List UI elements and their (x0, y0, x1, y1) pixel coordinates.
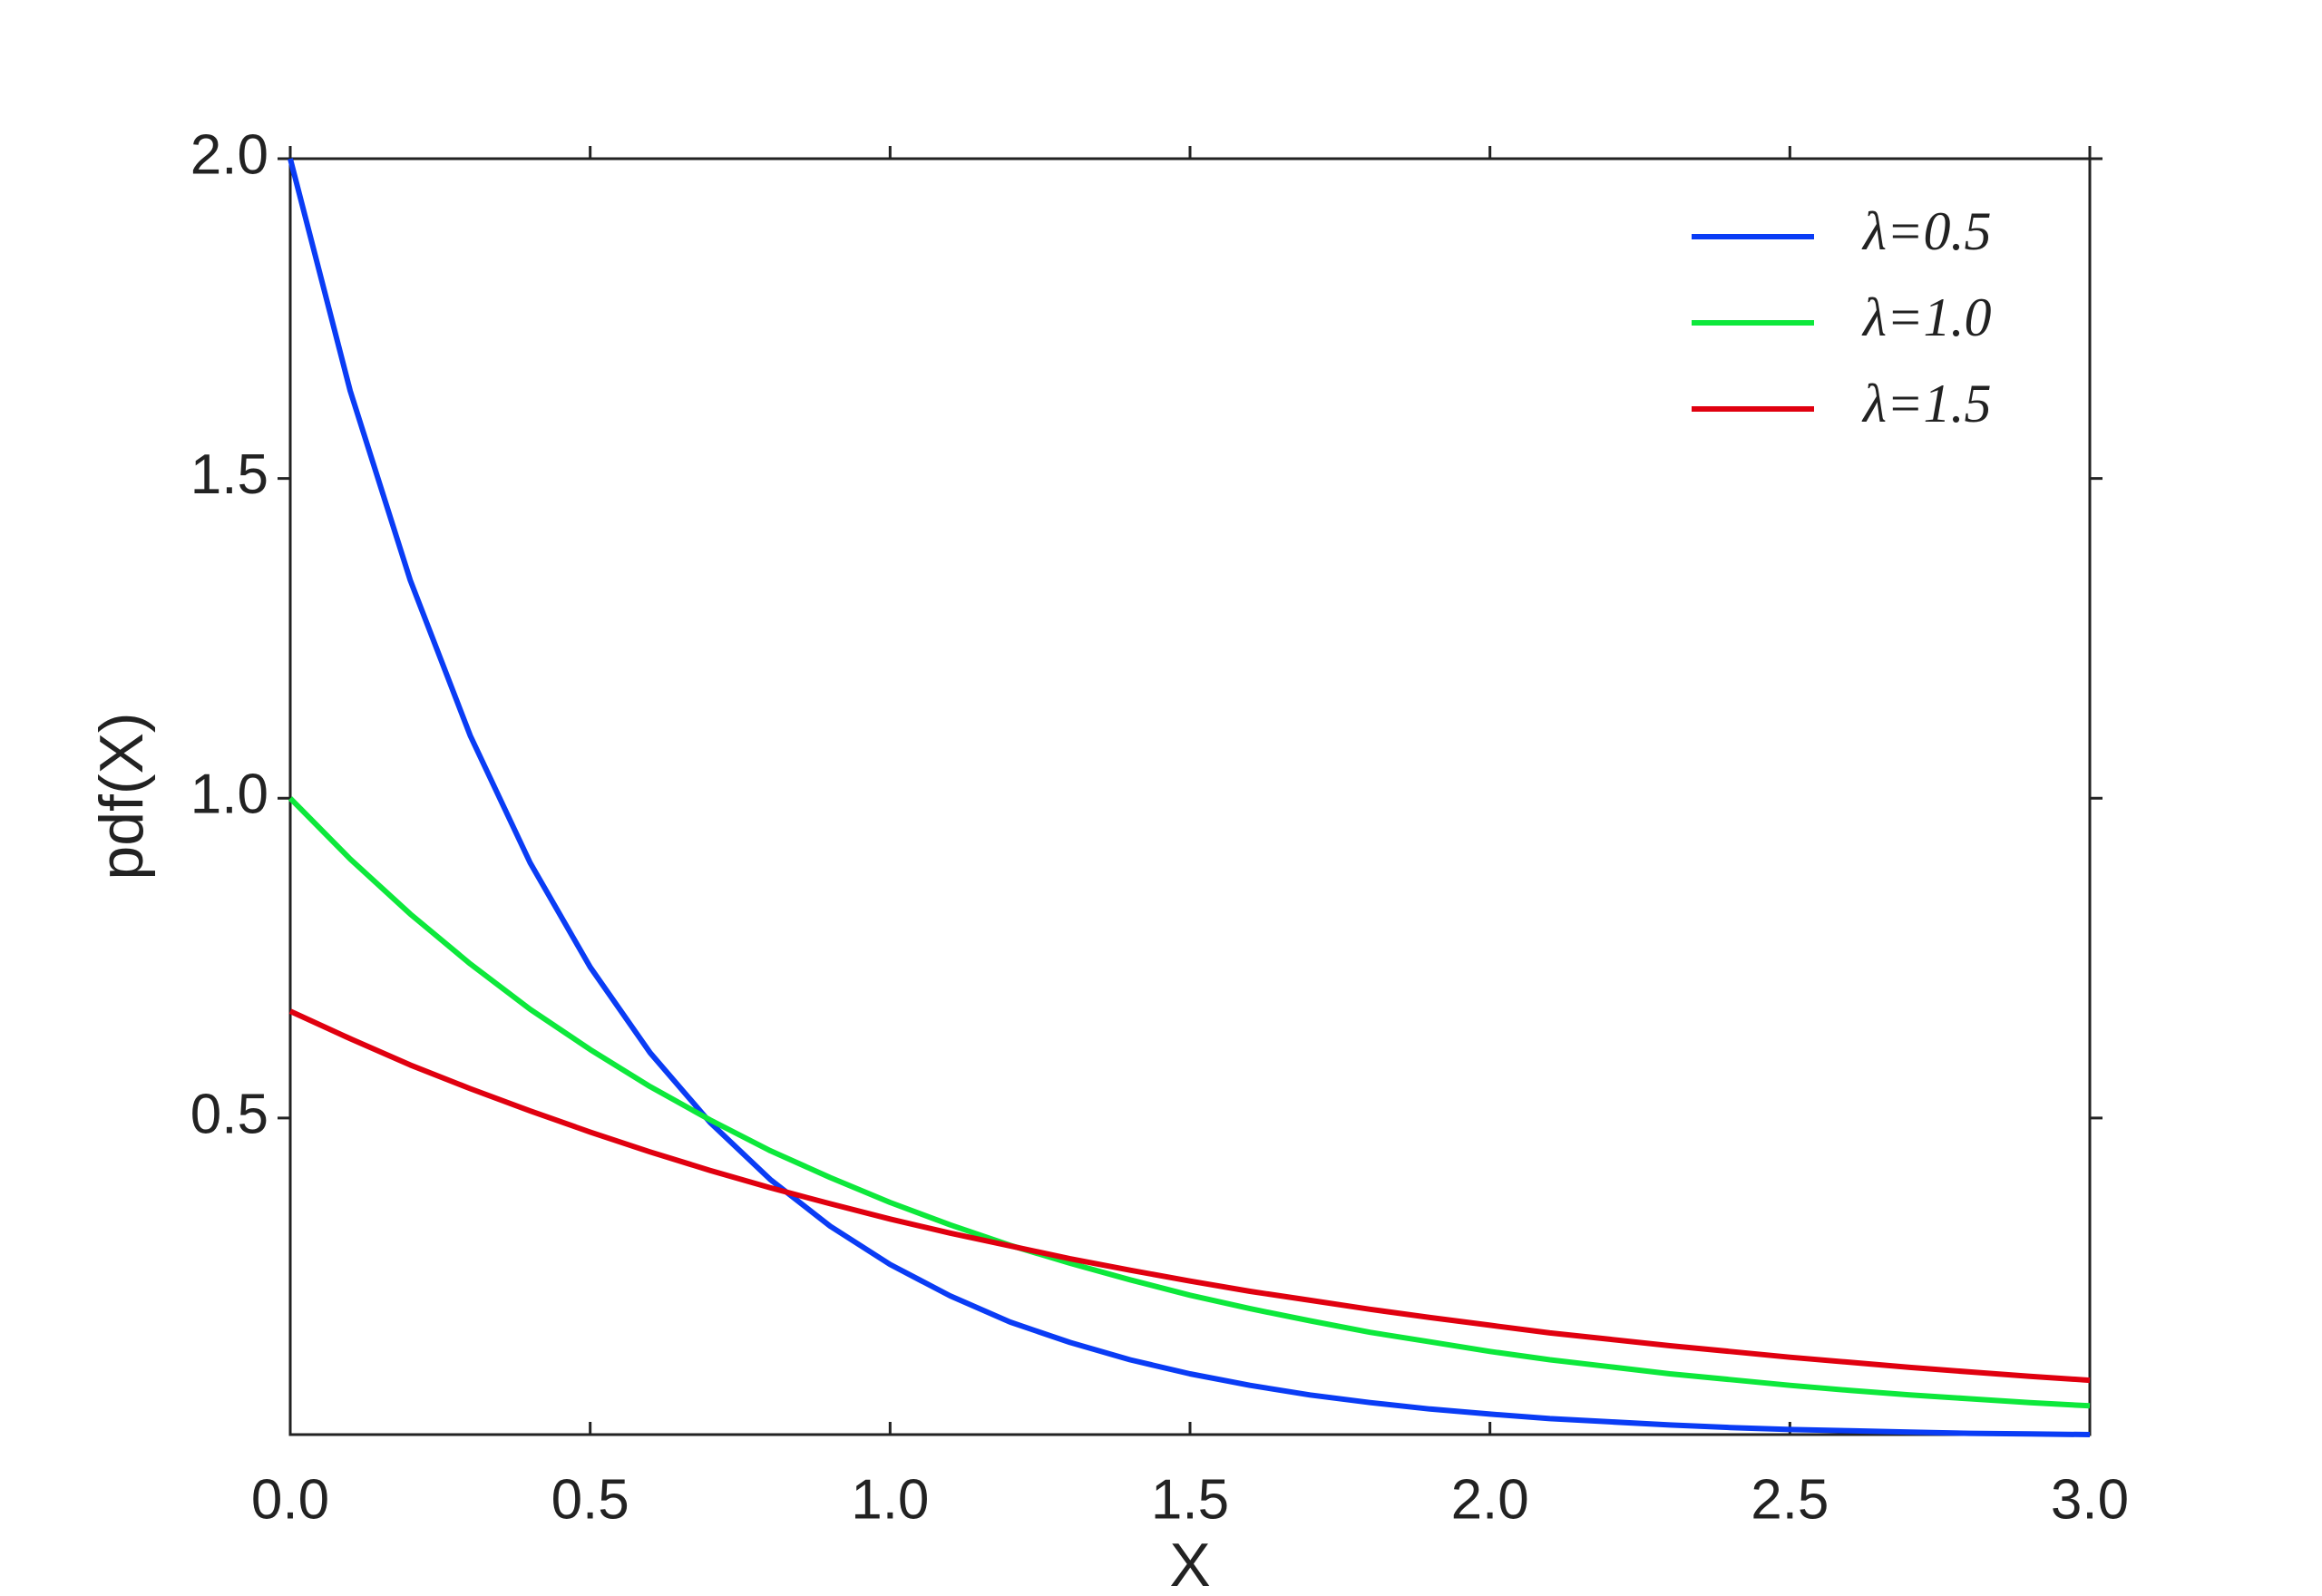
plot-frame (288, 157, 2092, 1436)
y-tick-label: 1.0 (190, 764, 268, 826)
line-series (288, 1008, 2091, 1384)
x-tick-label: 2.0 (1451, 1468, 1529, 1531)
x-tick-label: 1.0 (851, 1468, 929, 1531)
x-axis-label: X (1169, 1531, 1210, 1596)
legend-label: λ=0.5 (1861, 201, 1991, 261)
y-tick-label: 0.5 (190, 1083, 268, 1145)
y-axis-label: pdf(X) (87, 712, 156, 880)
x-tick-label: 2.5 (1751, 1468, 1829, 1531)
line-series (288, 796, 2091, 1409)
line-series (288, 158, 2091, 1437)
x-tick-label: 3.0 (2051, 1468, 2129, 1531)
x-tick-label: 1.5 (1151, 1468, 1229, 1531)
legend-label: λ=1.5 (1861, 374, 1991, 433)
y-tick-label: 1.5 (190, 443, 268, 506)
x-tick-label: 0.5 (551, 1468, 629, 1531)
x-tick-label: 0.0 (251, 1468, 329, 1531)
legend-label: λ=1.0 (1861, 287, 1991, 347)
y-tick-label: 2.0 (190, 123, 268, 186)
